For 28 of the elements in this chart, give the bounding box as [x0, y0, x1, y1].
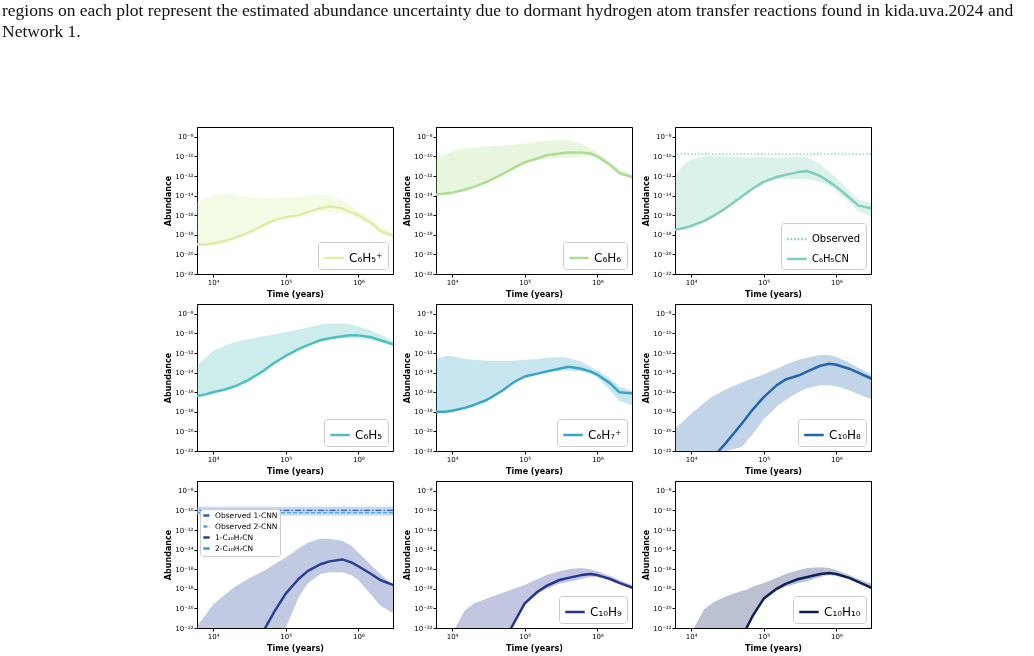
- text: regions on each plot represent the estimated abundance uncertainty due to dormant hydrogen atom transfer reactions found in kida.uva.2024 and Network 1.: [2, 0, 1015, 42]
- x-axis-title: Time (years): [506, 466, 563, 476]
- x-axis-title: Time (years): [745, 289, 802, 299]
- y-axis-title: Abundance: [164, 352, 174, 404]
- legend-label: Observed: [812, 233, 861, 244]
- x-axis-title: Time (years): [267, 289, 324, 299]
- x-axis-title: Time (years): [267, 643, 324, 653]
- y-axis-title: Abundance: [642, 529, 652, 581]
- legend-label: C₆H₇⁺: [588, 428, 622, 442]
- y-axis-title: Abundance: [403, 175, 413, 227]
- x-axis-title: Time (years): [506, 289, 563, 299]
- legend-label: C₆H₆: [594, 251, 622, 265]
- y-axis-title: Abundance: [164, 175, 174, 227]
- legend-label: C₆H₅CN: [812, 253, 849, 264]
- x-axis-title: Time (years): [267, 466, 324, 476]
- x-axis-title: Time (years): [506, 643, 563, 653]
- legend-label: C₁₀H₉: [590, 605, 623, 619]
- y-axis-title: Abundance: [403, 529, 413, 581]
- y-axis-title: Abundance: [164, 529, 174, 581]
- y-axis-title: Abundance: [642, 352, 652, 404]
- x-axis-title: Time (years): [745, 466, 802, 476]
- y-axis-title: Abundance: [403, 352, 413, 404]
- legend-label: C₆H₅: [355, 428, 383, 442]
- legend-label: C₁₀H₈: [829, 428, 862, 442]
- legend-label: C₁₀H₁₀: [824, 605, 861, 619]
- legend-label: C₆H₅⁺: [349, 251, 383, 265]
- y-axis-title: Abundance: [642, 175, 652, 227]
- x-axis-title: Time (years): [745, 643, 802, 653]
